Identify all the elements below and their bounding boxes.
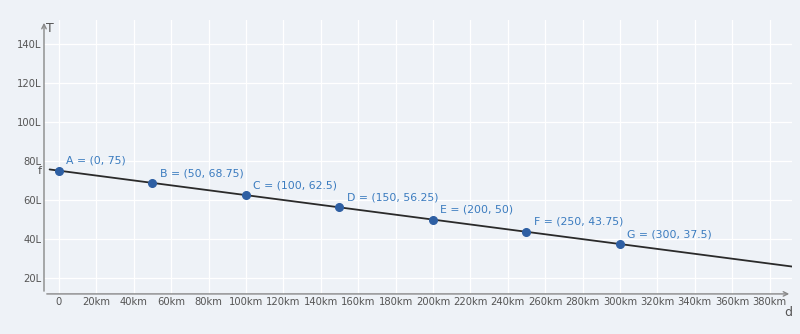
Text: d: d — [784, 306, 792, 319]
Text: f: f — [38, 166, 42, 176]
Text: G = (300, 37.5): G = (300, 37.5) — [627, 229, 712, 239]
Text: E = (200, 50): E = (200, 50) — [441, 205, 514, 215]
Text: T: T — [46, 22, 54, 35]
Text: F = (250, 43.75): F = (250, 43.75) — [534, 217, 623, 227]
Text: B = (50, 68.75): B = (50, 68.75) — [160, 168, 244, 178]
Text: A = (0, 75): A = (0, 75) — [66, 156, 126, 166]
Text: C = (100, 62.5): C = (100, 62.5) — [254, 180, 338, 190]
Text: D = (150, 56.25): D = (150, 56.25) — [347, 192, 438, 202]
